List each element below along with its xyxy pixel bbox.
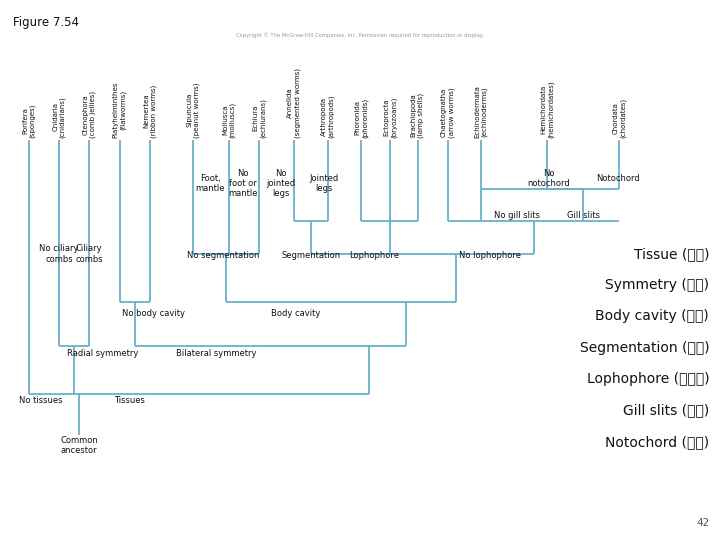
Text: Notochord: Notochord xyxy=(596,174,639,183)
Text: Tissues: Tissues xyxy=(114,396,145,405)
Text: Ciliary
combs: Ciliary combs xyxy=(76,244,103,264)
Text: Notochord (첩삭): Notochord (첩삭) xyxy=(605,435,709,449)
Text: No gill slits: No gill slits xyxy=(494,212,540,220)
Text: 42: 42 xyxy=(696,518,709,528)
Text: Segmentation (체절): Segmentation (체절) xyxy=(580,341,709,355)
Text: Hemichordata
(hemichordates): Hemichordata (hemichordates) xyxy=(541,80,554,138)
Text: Mollusca
(molluscs): Mollusca (molluscs) xyxy=(222,102,235,138)
Text: Foot,
mantle: Foot, mantle xyxy=(196,174,225,193)
Text: Gill slits (새열): Gill slits (새열) xyxy=(623,403,709,417)
Text: Segmentation: Segmentation xyxy=(282,251,341,260)
Text: Lophophore (촉수관): Lophophore (촉수관) xyxy=(587,372,709,386)
Text: Bilateral symmetry: Bilateral symmetry xyxy=(176,349,256,358)
Text: No
jointed
legs: No jointed legs xyxy=(266,168,295,199)
Text: Platyhelminthes
(flatworms): Platyhelminthes (flatworms) xyxy=(113,82,126,138)
Text: Symmetry (대칭): Symmetry (대칭) xyxy=(606,278,709,292)
Text: Figure 7.54: Figure 7.54 xyxy=(13,16,79,29)
Text: Copyright © The McGraw-Hill Companies, Inc. Permission required for reproduction: Copyright © The McGraw-Hill Companies, I… xyxy=(236,32,484,38)
Text: Radial symmetry: Radial symmetry xyxy=(67,349,139,358)
Text: Sipuncula
(peanut worms): Sipuncula (peanut worms) xyxy=(186,82,199,138)
Text: No ciliary
combs: No ciliary combs xyxy=(40,244,78,264)
Text: Echinodermata
(echinoderms): Echinodermata (echinoderms) xyxy=(474,85,487,138)
Text: No lophophore: No lophophore xyxy=(459,251,521,260)
Text: Ctenophora
(comb jellies): Ctenophora (comb jellies) xyxy=(83,91,96,138)
Text: Echiura
(echiurans): Echiura (echiurans) xyxy=(253,98,266,138)
Text: Chordata
(chordates): Chordata (chordates) xyxy=(613,98,626,138)
Text: Cnidaria
(cnidarians): Cnidaria (cnidarians) xyxy=(53,96,66,138)
Text: Nemertea
(ribbon worms): Nemertea (ribbon worms) xyxy=(143,84,156,138)
Text: Brachiopoda
(lamp shells): Brachiopoda (lamp shells) xyxy=(411,92,424,138)
Text: Chaetognatha
(arrow worms): Chaetognatha (arrow worms) xyxy=(441,87,454,138)
Text: Body cavity: Body cavity xyxy=(271,309,320,318)
Text: No body cavity: No body cavity xyxy=(122,309,185,318)
Text: Porifera
(sponges): Porifera (sponges) xyxy=(22,103,35,138)
Text: No tissues: No tissues xyxy=(19,396,63,405)
Text: Phoronida
(phoronids): Phoronida (phoronids) xyxy=(355,98,368,138)
Text: No
notochord: No notochord xyxy=(527,168,570,188)
Text: Jointed
legs: Jointed legs xyxy=(310,174,338,193)
Text: No
foot or
mantle: No foot or mantle xyxy=(229,168,258,199)
Text: Gill slits: Gill slits xyxy=(567,212,600,220)
Text: Tissue (조직): Tissue (조직) xyxy=(634,247,709,261)
Text: Lophophore: Lophophore xyxy=(349,251,400,260)
Text: Common
ancestor: Common ancestor xyxy=(60,436,98,455)
Text: Arthropoda
(arthropods): Arthropoda (arthropods) xyxy=(321,94,334,138)
Text: Annelida
(segmented worms): Annelida (segmented worms) xyxy=(287,68,300,138)
Text: No segmentation: No segmentation xyxy=(187,251,259,260)
Text: Body cavity (체강): Body cavity (체강) xyxy=(595,309,709,323)
Text: Ectoprocta
(bryozoans): Ectoprocta (bryozoans) xyxy=(384,96,397,138)
